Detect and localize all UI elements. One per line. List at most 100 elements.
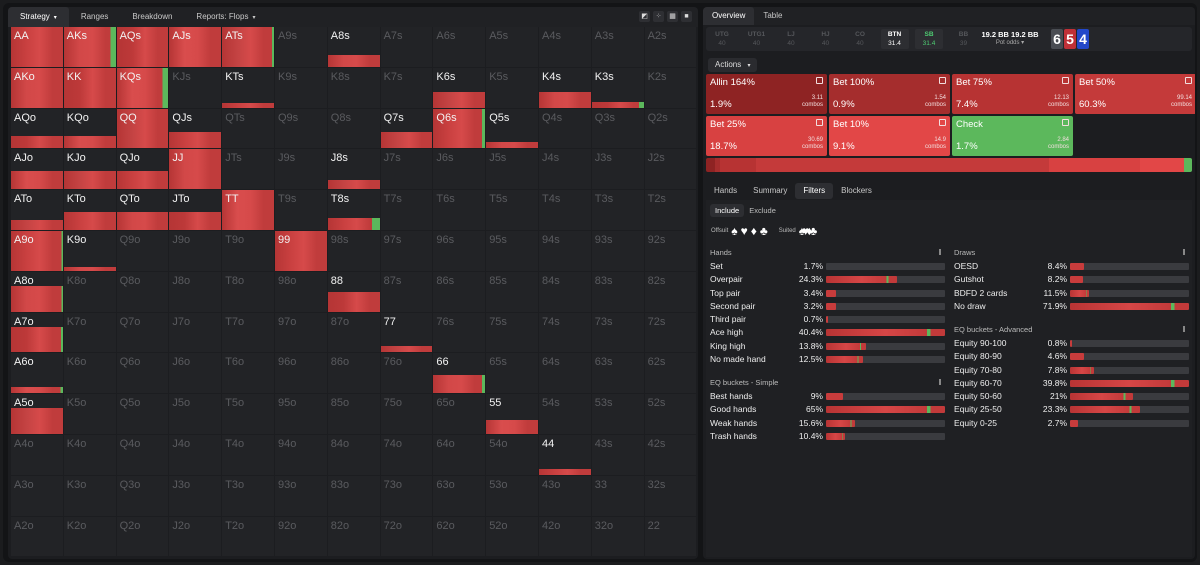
grid-cell-KJo[interactable]: KJo: [63, 149, 116, 190]
filter-row-equity-70-80[interactable]: Equity 70-80 7.8%: [954, 364, 1190, 377]
grid-cell-AKo[interactable]: AKo: [11, 67, 63, 108]
grid-cell-Q8o[interactable]: Q8o: [116, 271, 169, 312]
toggle-icon[interactable]: [939, 379, 944, 385]
grid-cell-JTs[interactable]: JTs: [222, 149, 274, 190]
grid-cell-77[interactable]: 77: [380, 312, 433, 353]
grid-cell-32o[interactable]: 32o: [591, 516, 644, 557]
grid-cell-J9o[interactable]: J9o: [169, 231, 222, 271]
filter-row-set[interactable]: Set 1.7%: [710, 260, 946, 273]
grid-cell-K2s[interactable]: K2s: [644, 67, 697, 108]
grid-cell-Q7o[interactable]: Q7o: [116, 312, 169, 353]
grid-cell-KK[interactable]: KK: [63, 67, 116, 108]
spade-icon[interactable]: ♠: [731, 224, 738, 238]
grid-cell-QQ[interactable]: QQ: [116, 108, 169, 149]
grid-cell-K6s[interactable]: K6s: [433, 67, 486, 108]
grid-cell-44[interactable]: 44: [539, 435, 591, 475]
filter-row-good-hands[interactable]: Good hands 65%: [710, 403, 946, 416]
grid-cell-QTo[interactable]: QTo: [116, 190, 169, 230]
tab-ranges[interactable]: Ranges: [69, 7, 121, 27]
grid-cell-K7o[interactable]: K7o: [63, 312, 116, 353]
grid-cell-T3s[interactable]: T3s: [591, 190, 644, 230]
filter-row-equity-0-25[interactable]: Equity 0-25 2.7%: [954, 417, 1190, 430]
grid-cell-84o[interactable]: 84o: [327, 435, 380, 475]
grid-cell-K5s[interactable]: K5s: [486, 67, 538, 108]
grid-cell-85o[interactable]: 85o: [327, 394, 380, 434]
filter-row-top-pair[interactable]: Top pair 3.4%: [710, 287, 946, 300]
filter-row-equity-50-60[interactable]: Equity 50-60 21%: [954, 390, 1190, 403]
actions-dropdown[interactable]: Actions ▾: [708, 58, 758, 72]
grid-cell-83s[interactable]: 83s: [591, 271, 644, 312]
grid-cell-92s[interactable]: 92s: [644, 231, 697, 271]
grid-cell-KTo[interactable]: KTo: [63, 190, 116, 230]
grid-cell-J2s[interactable]: J2s: [644, 149, 697, 190]
grid-cell-J8o[interactable]: J8o: [169, 271, 222, 312]
action-box-bet-75-[interactable]: Bet 75% 7.4% 12.13 combos: [952, 74, 1073, 114]
grid-cell-A3s[interactable]: A3s: [591, 27, 644, 67]
position-co[interactable]: CO 40: [846, 29, 874, 49]
grid-cell-A2s[interactable]: A2s: [644, 27, 697, 67]
grid-cell-T4s[interactable]: T4s: [539, 190, 591, 230]
grid-cell-63o[interactable]: 63o: [433, 475, 486, 516]
square-icon[interactable]: ■: [681, 11, 692, 22]
grid-cell-66[interactable]: 66: [433, 353, 486, 394]
position-btn[interactable]: BTN 31.4: [880, 29, 909, 49]
grid-cell-T7o[interactable]: T7o: [222, 312, 274, 353]
grid-cell-65s[interactable]: 65s: [486, 353, 538, 394]
grid-cell-94o[interactable]: 94o: [275, 435, 327, 475]
grid-cell-92o[interactable]: 92o: [275, 516, 327, 557]
grid-cell-T8o[interactable]: T8o: [222, 271, 274, 312]
grid-cell-A5o[interactable]: A5o: [11, 394, 63, 434]
grid-cell-KTs[interactable]: KTs: [222, 67, 274, 108]
grid-cell-85s[interactable]: 85s: [486, 271, 538, 312]
grid-cell-A8o[interactable]: A8o: [11, 271, 63, 312]
include-toggle[interactable]: Include: [710, 204, 745, 217]
grid-cell-63s[interactable]: 63s: [591, 353, 644, 394]
toggle-icon[interactable]: [1183, 249, 1188, 255]
grid-cell-52s[interactable]: 52s: [644, 394, 697, 434]
grid-cell-32s[interactable]: 32s: [644, 475, 697, 516]
exclude-toggle[interactable]: Exclude: [749, 206, 776, 215]
grid-cell-ATs[interactable]: ATs: [222, 27, 274, 67]
filter-row-weak-hands[interactable]: Weak hands 15.6%: [710, 417, 946, 430]
grid-cell-98s[interactable]: 98s: [327, 231, 380, 271]
filter-row-no-draw[interactable]: No draw 71.9%: [954, 300, 1190, 313]
grid-cell-KJs[interactable]: KJs: [169, 67, 222, 108]
filter-row-equity-60-70[interactable]: Equity 60-70 39.8%: [954, 377, 1190, 390]
suited-suits-icon[interactable]: ♠♥♦♣: [798, 224, 817, 238]
grid-cell-T7s[interactable]: T7s: [380, 190, 433, 230]
grid-cell-88[interactable]: 88: [327, 271, 380, 312]
grid-cell-64o[interactable]: 64o: [433, 435, 486, 475]
heart-icon[interactable]: ♥: [740, 224, 748, 238]
grid-cell-AQo[interactable]: AQo: [11, 108, 63, 149]
grid-cell-86o[interactable]: 86o: [327, 353, 380, 394]
grid-cell-K8o[interactable]: K8o: [63, 271, 116, 312]
position-sb[interactable]: SB 31.4: [915, 29, 943, 49]
grid-cell-T9s[interactable]: T9s: [275, 190, 327, 230]
grid-cell-73s[interactable]: 73s: [591, 312, 644, 353]
grid-cell-QJs[interactable]: QJs: [169, 108, 222, 149]
filter-row-no-made-hand[interactable]: No made hand 12.5%: [710, 353, 946, 366]
grid-cell-A5s[interactable]: A5s: [486, 27, 538, 67]
action-box-bet-50-[interactable]: Bet 50% 60.3% 99.14 combos: [1075, 74, 1195, 114]
grid-cell-95o[interactable]: 95o: [275, 394, 327, 434]
tab-table[interactable]: Table: [763, 11, 783, 20]
grid-cell-J7o[interactable]: J7o: [169, 312, 222, 353]
tab-strategy[interactable]: Strategy ▾: [8, 7, 69, 27]
filter-row-equity-80-90[interactable]: Equity 80-90 4.6%: [954, 350, 1190, 363]
grid-cell-55[interactable]: 55: [486, 394, 538, 434]
grid-cell-Q9o[interactable]: Q9o: [116, 231, 169, 271]
grid-cell-97s[interactable]: 97s: [380, 231, 433, 271]
grid-cell-98o[interactable]: 98o: [275, 271, 327, 312]
grid-cell-73o[interactable]: 73o: [380, 475, 433, 516]
grid-cell-53o[interactable]: 53o: [486, 475, 538, 516]
grid-cell-K7s[interactable]: K7s: [380, 67, 433, 108]
action-box-bet-10-[interactable]: Bet 10% 9.1% 14.9 combos: [829, 116, 950, 156]
grid-cell-62s[interactable]: 62s: [644, 353, 697, 394]
grid-cell-QJo[interactable]: QJo: [116, 149, 169, 190]
filter-row-equity-90-100[interactable]: Equity 90-100 0.8%: [954, 337, 1190, 350]
grid-cell-62o[interactable]: 62o: [433, 516, 486, 557]
grid-cell-AQs[interactable]: AQs: [116, 27, 169, 67]
action-box-check[interactable]: Check 1.7% 2.84 combos: [952, 116, 1073, 156]
filter-row-oesd[interactable]: OESD 8.4%: [954, 260, 1190, 273]
tab-breakdown[interactable]: Breakdown: [120, 7, 184, 27]
